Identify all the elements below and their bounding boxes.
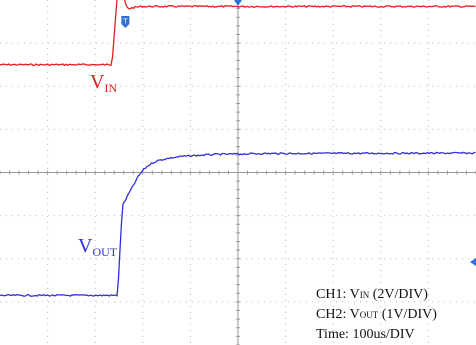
vin-label: VIN xyxy=(90,71,118,95)
vout-label: VOUT xyxy=(78,235,118,259)
trigger-level-marker xyxy=(470,258,476,266)
legend-ch2: CH2: VOUT (1V/DIV) xyxy=(316,307,437,322)
trace-vin xyxy=(0,0,476,67)
horizontal-position-marker xyxy=(234,0,242,6)
trigger-marker-glyph: T xyxy=(122,18,128,26)
markers: T xyxy=(121,0,476,266)
trigger-marker-shape xyxy=(121,16,130,28)
legend-time: Time: 100us/DIV xyxy=(316,327,415,342)
trigger-marker: T xyxy=(121,16,130,28)
legend-ch1: CH1: VIN (2V/DIV) xyxy=(316,287,428,302)
trace-vout xyxy=(0,151,476,297)
traces xyxy=(0,0,476,297)
